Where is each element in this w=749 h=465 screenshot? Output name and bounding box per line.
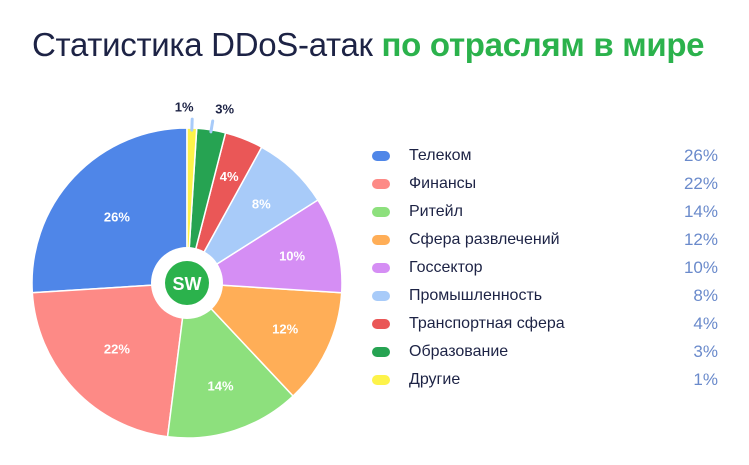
- legend-label: Транспортная сфера: [409, 315, 565, 332]
- legend-label: Госсектор: [409, 259, 483, 276]
- pie-data-label-3: 12%: [272, 322, 298, 337]
- pie-data-label-4: 10%: [279, 249, 305, 264]
- pie-slice-0: [31, 127, 188, 294]
- legend-value: 4%: [693, 314, 718, 333]
- legend-item: Транспортная сфера 4%: [372, 310, 718, 338]
- legend-item: Госсектор 10%: [372, 254, 718, 282]
- legend-swatch: [372, 347, 390, 357]
- legend-item: Промышленность 8%: [372, 282, 718, 310]
- pie-data-label-7: 3%: [215, 102, 234, 117]
- legend-item: Ритейл 14%: [372, 198, 718, 226]
- pie-slice-3: [185, 282, 343, 398]
- legend-value: 12%: [683, 230, 718, 249]
- pie-leader-line-7: [209, 119, 215, 134]
- legend-item: Финансы 22%: [372, 170, 718, 198]
- legend-swatch: [372, 319, 390, 329]
- legend-value: 8%: [693, 286, 718, 305]
- legend-swatch: [372, 375, 390, 385]
- legend-swatch: [372, 263, 390, 273]
- pie-chart: 26% 22% 14% 12% 10% 8% 4% 3% 1% SW: [31, 100, 343, 439]
- legend-value: 1%: [693, 370, 718, 389]
- legend-value: 3%: [693, 342, 718, 361]
- legend-swatch: [372, 179, 390, 189]
- logo-circle-icon: [165, 261, 209, 305]
- pie-data-label-1: 22%: [104, 341, 130, 356]
- legend-value: 14%: [683, 202, 718, 221]
- legend: Телеком 26% Финансы 22% Ритейл 14% Сфера развл…: [372, 142, 718, 394]
- chart-title-main: Статистика DDoS-атак: [32, 26, 373, 63]
- legend-label: Телеком: [409, 147, 472, 164]
- chart-title-accent: по отраслям в мире: [381, 26, 705, 63]
- pie-slice-2: [166, 281, 295, 439]
- legend-label: Промышленность: [409, 287, 543, 304]
- pie-slice-1: [31, 282, 188, 438]
- legend-value: 26%: [683, 146, 718, 165]
- legend-value: 10%: [683, 258, 718, 277]
- legend-label: Сфера развлечений: [409, 231, 560, 248]
- legend-value: 22%: [683, 174, 718, 193]
- pie-slice-4: [184, 198, 343, 294]
- pie-data-label-0: 26%: [104, 210, 130, 225]
- legend-item: Другие 1%: [372, 366, 718, 394]
- chart-title: Статистика DDoS-атак по отраслям в мире: [32, 22, 705, 68]
- legend-swatch: [372, 291, 390, 301]
- legend-label: Финансы: [409, 175, 477, 192]
- pie-data-label-6: 4%: [220, 169, 239, 184]
- legend-swatch: [372, 207, 390, 217]
- legend-label: Образование: [409, 343, 509, 360]
- legend-item: Телеком 26%: [372, 142, 718, 170]
- legend-item: Сфера развлечений 12%: [372, 226, 718, 254]
- legend-swatch: [372, 235, 390, 245]
- legend-label: Ритейл: [409, 203, 463, 220]
- legend-item: Образование 3%: [372, 338, 718, 366]
- legend-label: Другие: [409, 371, 461, 388]
- logo-text: SW: [173, 274, 202, 294]
- pie-data-label-8: 1%: [175, 100, 194, 115]
- legend-swatch: [372, 151, 390, 161]
- pie-data-label-2: 14%: [207, 379, 233, 394]
- pie-data-label-5: 8%: [252, 196, 271, 211]
